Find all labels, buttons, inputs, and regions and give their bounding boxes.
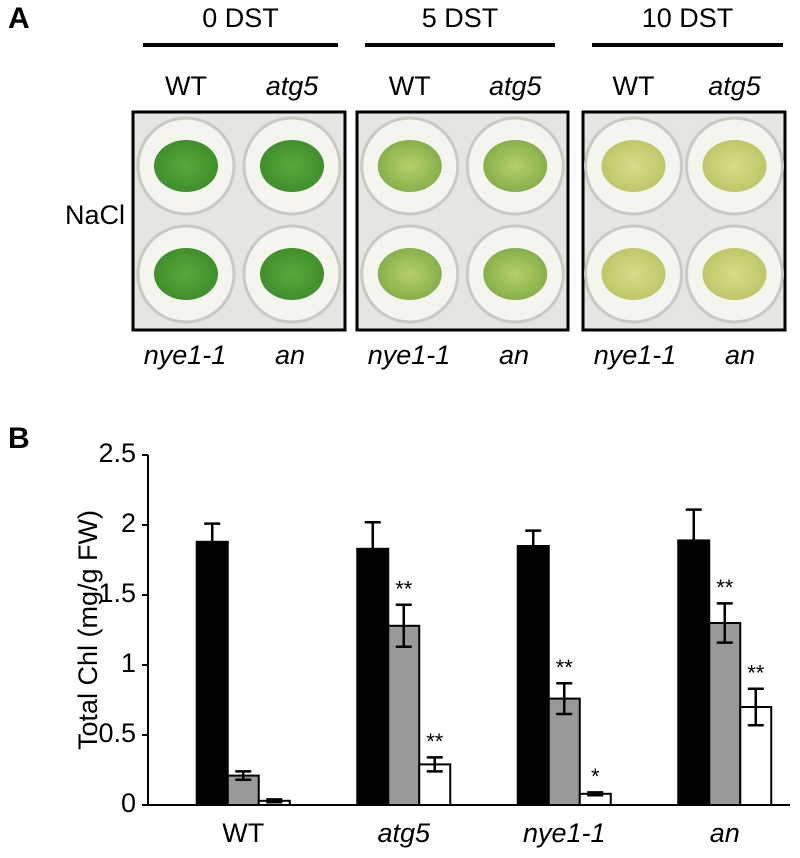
genotype-label: nye1-1 [144,340,227,370]
error-bar [685,508,702,573]
panel-label: A [8,2,30,35]
genotype-label: nye1-1 [368,340,451,370]
bar [387,624,421,806]
genotype-label: WT [165,71,207,101]
genotype-label: nye1-1 [594,340,677,370]
row-label: NaCl [65,200,125,230]
seedlings [601,140,666,192]
group-title: 5 DST [422,3,499,33]
y-tick-label: 0 [121,788,136,818]
error-bar [395,603,412,649]
significance: ** [395,577,413,602]
x-tick-label: an [710,818,740,848]
genotype-label: an [725,340,755,370]
group-title: 10 DST [642,3,734,33]
error-bar [747,687,764,727]
error-bar [204,522,221,562]
group-title: 0 DST [202,3,279,33]
error-bar [525,529,542,563]
y-tick-label: 1.5 [98,578,136,608]
genotype-label: WT [389,71,431,101]
significance: ** [556,655,574,680]
seedlings [483,248,548,300]
bar [547,697,581,806]
seedlings [601,248,666,300]
x-tick-label: atg5 [377,818,431,848]
bar [356,547,390,806]
significance: ** [716,575,734,600]
significance: * [591,764,600,789]
y-tick-label: 0.5 [98,718,136,748]
seedlings [377,248,442,300]
bar [677,539,711,807]
y-tick-label: 2 [121,508,136,538]
genotype-label: atg5 [708,71,762,101]
bar [708,622,742,806]
significance: ** [747,661,765,686]
bar [516,545,550,806]
error-bar [266,798,283,804]
seedlings [154,140,218,192]
seedlings [483,140,548,192]
seedlings [260,248,324,300]
genotype-label: WT [613,71,655,101]
error-bar [364,520,381,577]
y-axis-label: Total Chl (mg/g FW) [73,510,103,750]
seedlings [702,248,767,300]
error-bar [556,681,573,716]
x-tick-label: WT [222,818,264,848]
genotype-label: atg5 [489,71,543,101]
y-tick-label: 2.5 [98,438,136,468]
seedlings [377,140,442,192]
bar [195,540,229,806]
error-bar [426,756,443,773]
significance: ** [426,729,444,754]
panel-label: B [8,422,30,455]
error-bar [587,791,604,797]
error-bar [235,770,252,782]
seedlings [702,140,767,192]
x-tick-label: nye1-1 [523,818,606,848]
genotype-label: an [275,340,305,370]
genotype-label: an [499,340,529,370]
y-tick-label: 1 [121,648,136,678]
genotype-label: atg5 [266,71,320,101]
seedlings [260,140,324,192]
error-bar [716,602,733,644]
seedlings [154,248,218,300]
